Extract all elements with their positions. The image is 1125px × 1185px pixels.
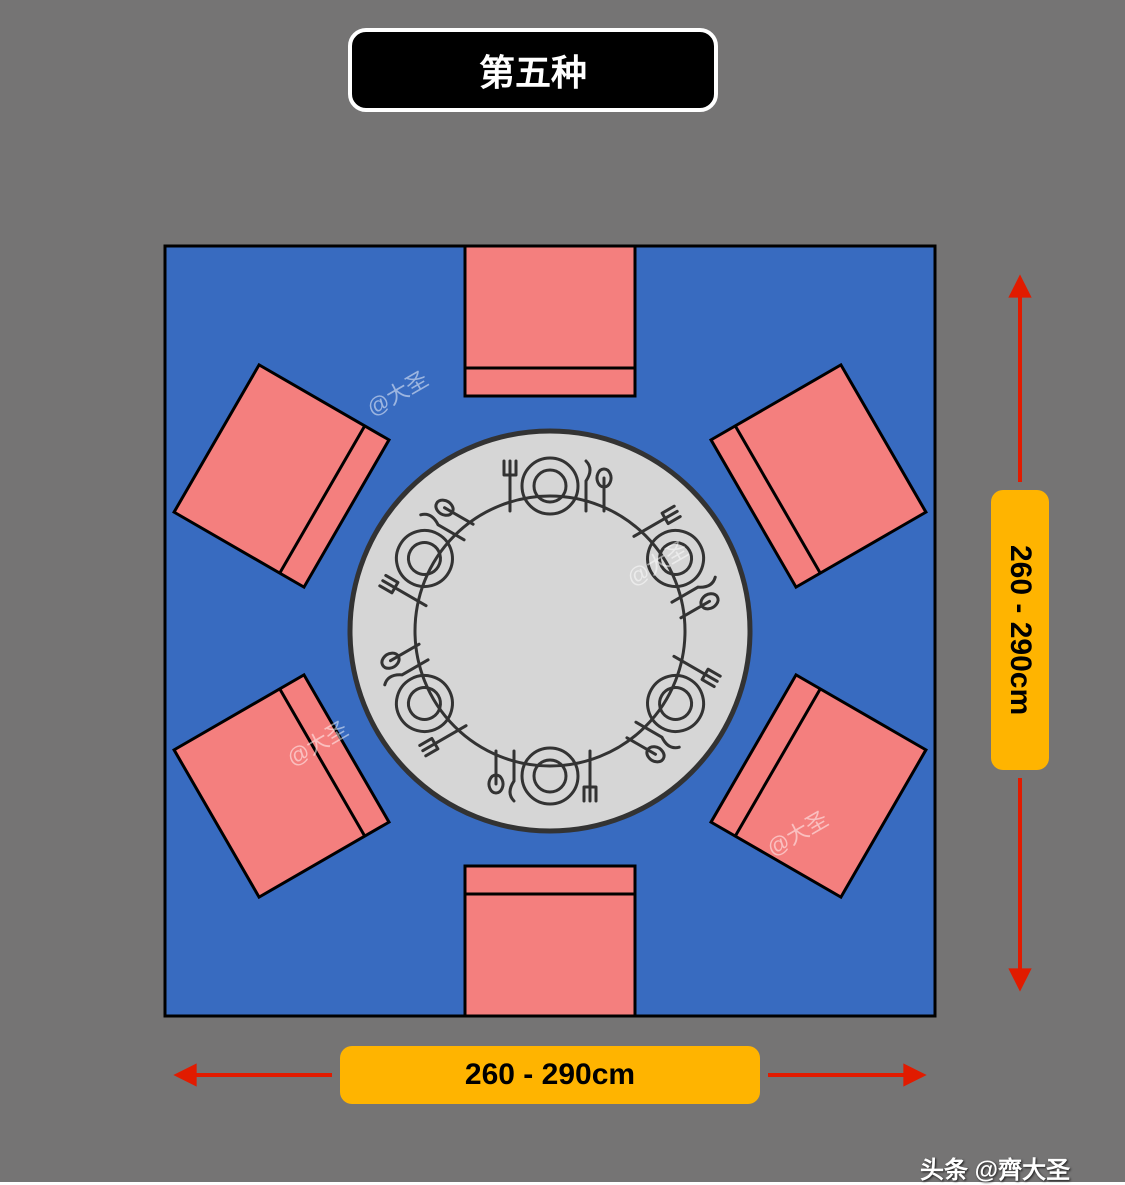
chair: [465, 866, 635, 1016]
dimension-label-width: 260 - 290cm: [340, 1046, 760, 1104]
dimension-label-height: 260 - 290cm: [991, 490, 1049, 770]
chair: [465, 246, 635, 396]
round-table: [350, 431, 750, 831]
author-credit: 头条 @齊大圣: [920, 1150, 1070, 1185]
diagram-svg: [0, 0, 1125, 1182]
title-badge: 第五种: [348, 28, 718, 112]
